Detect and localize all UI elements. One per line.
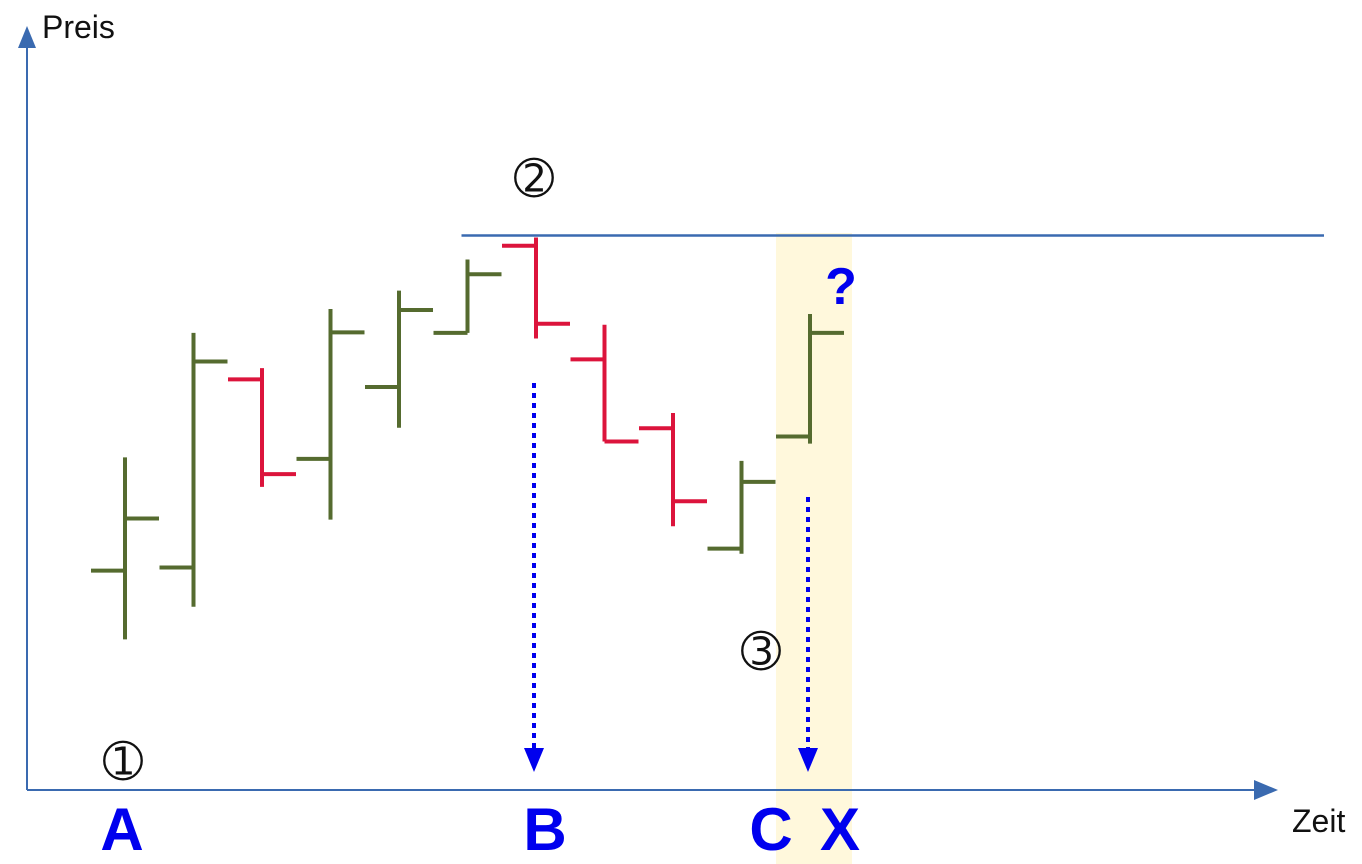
time-label: A xyxy=(100,796,143,863)
y-axis-title: Preis xyxy=(42,9,115,45)
point-label: ➀ xyxy=(103,734,144,790)
y-axis-arrow-icon xyxy=(18,26,36,48)
question-label: ? xyxy=(825,258,857,316)
ohlc-bar xyxy=(91,457,159,640)
ohlc-bar xyxy=(159,332,228,607)
time-label: B xyxy=(523,796,566,863)
ohlc-bar xyxy=(365,290,433,428)
point-label: ➂ xyxy=(741,624,782,680)
ohlc-bar xyxy=(228,368,296,487)
ohlc-bar xyxy=(639,412,707,527)
time-label: C xyxy=(749,796,792,863)
arrow-head-icon xyxy=(798,748,818,772)
arrow-head-icon xyxy=(524,748,544,772)
x-axis-title: Zeit xyxy=(1292,803,1345,839)
ohlc-bar xyxy=(433,259,502,335)
ohlc-bar xyxy=(707,460,776,554)
ohlc-bar xyxy=(570,324,639,444)
highlight-band xyxy=(776,233,852,864)
ohlc-bar xyxy=(296,308,365,520)
ohlc-bar xyxy=(776,314,844,444)
x-axis-arrow-icon xyxy=(1254,780,1278,800)
time-label: X xyxy=(820,796,860,863)
ohlc-bar xyxy=(502,237,570,339)
point-label: ➁ xyxy=(514,151,555,207)
